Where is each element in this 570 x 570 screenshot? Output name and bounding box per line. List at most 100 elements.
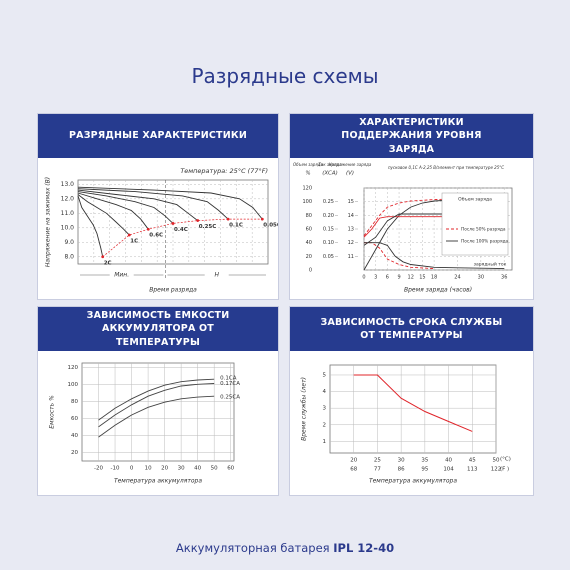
- y-tick-label: 10.0: [61, 224, 75, 231]
- y-tick-label: 13: [348, 227, 354, 233]
- segment-label-bg: [109, 271, 134, 279]
- y-tick-label: 5: [323, 372, 327, 378]
- y-axis-label: Напряжение на зажимах (В): [45, 177, 52, 267]
- legend-label: После 100% разряда: [461, 239, 509, 245]
- series-label: 2C: [104, 260, 112, 266]
- x-tick-label: 12: [408, 275, 414, 281]
- series-line: [363, 216, 505, 238]
- panel: ХАРАКТЕРИСТИКИ ПОДДЕРЖАНИЯ УРОВНЯ ЗАРЯДА…: [289, 113, 534, 300]
- series-line: [98, 378, 215, 421]
- y-tick-label: 2: [323, 422, 327, 428]
- y-tick-label: 100: [302, 199, 312, 205]
- end-point: [171, 222, 175, 225]
- y-tick-label: 0: [309, 268, 312, 274]
- panel: ЗАВИСИМОСТЬ СРОКА СЛУЖБЫ ОТ ТЕМПЕРАТУРЫ …: [289, 306, 534, 496]
- y-tick-label: 12: [348, 240, 354, 246]
- y-tick-label: 11.0: [61, 210, 75, 217]
- y-tick-label: 0.20: [323, 213, 334, 219]
- x-tick-label: 20: [161, 466, 168, 472]
- y-tick-label: 13.0: [61, 181, 75, 188]
- panel-title: ХАРАКТЕРИСТИКИ ПОДДЕРЖАНИЯ УРОВНЯ ЗАРЯДА: [290, 114, 533, 158]
- y-tick-label: 12.0: [61, 195, 75, 202]
- y-tick-label: 120: [68, 365, 79, 371]
- x-tick-label: 36: [501, 275, 507, 281]
- y-tick-label: 9.0: [64, 239, 74, 246]
- footer-model: IPL 12-40: [333, 541, 395, 555]
- y-tick-label: 14: [348, 213, 354, 219]
- y-axis-label: Время службы (лет): [301, 377, 308, 441]
- y-tick-label: 3: [323, 406, 327, 412]
- y-tick-label: 0.25: [323, 199, 334, 205]
- series-line: [77, 195, 104, 257]
- series-line: [77, 191, 174, 224]
- x-axis-label: Время разряда: [149, 287, 197, 294]
- segment-label-bg: [204, 271, 229, 279]
- x-tick-label: 24: [454, 275, 460, 281]
- y-tick-label: 15: [348, 199, 354, 205]
- x-tick-label: 50: [493, 458, 500, 464]
- series-label: 0.1CA: [220, 376, 237, 382]
- panel: ЗАВИСИМОСТЬ ЕМКОСТИ АККУМУЛЯТОРА ОТ ТЕМП…: [37, 306, 279, 496]
- series-line: [363, 213, 505, 246]
- series-line: [353, 374, 473, 432]
- y-tick-label: 60: [71, 416, 78, 422]
- x-tick-label: 30: [478, 275, 484, 281]
- series-line: [98, 395, 215, 438]
- x-tick-label: 15: [419, 275, 425, 281]
- y-axis-label: Емкость %: [49, 395, 56, 429]
- x2-tick-label: 122: [491, 467, 502, 473]
- x2-unit: (F ): [500, 467, 509, 473]
- annotation: Температура: 25°C (77°F): [180, 167, 268, 175]
- axis-unit: (V): [346, 171, 354, 177]
- series-line: [77, 188, 229, 220]
- y-tick-label: 0.10: [323, 240, 334, 246]
- x-tick-label: 0: [130, 466, 134, 472]
- series-line: [77, 194, 130, 236]
- series-line: [77, 189, 198, 221]
- x-tick-label: 60: [227, 466, 234, 472]
- x-tick-label: 6: [386, 275, 389, 281]
- x-tick-label: 40: [194, 466, 201, 472]
- end-point: [196, 219, 200, 222]
- legend-title: Объем заряда: [458, 197, 492, 203]
- annotation: пусковое 0,1С А-2,25 В/элемент при темпе…: [388, 165, 504, 170]
- axis-header: Ток заряда: [318, 162, 342, 167]
- series-line: [77, 186, 263, 220]
- axis-header: Напряжение заряда: [329, 162, 372, 167]
- panel: РАЗРЯДНЫЕ ХАРАКТЕРИСТИКИ 8.0 9.0 10.0 11.0 1…: [37, 113, 279, 300]
- page-title: Разрядные схемы: [191, 64, 379, 88]
- series-label: 1C: [130, 239, 138, 245]
- series-label: 0.6C: [149, 233, 163, 239]
- x-axis-label: Температура аккумулятора: [114, 478, 202, 485]
- x-axis-label: Время заряда (часов): [404, 287, 472, 294]
- y-tick-label: 120: [302, 186, 312, 192]
- series-label: 0.1C: [229, 223, 243, 229]
- y-tick-label: 60: [306, 227, 312, 233]
- series-label: 0.4C: [174, 227, 188, 233]
- x-tick-label: -20: [94, 466, 103, 472]
- y-tick-label: 20: [71, 450, 78, 456]
- y-tick-label: 40: [306, 240, 312, 246]
- x-tick-label: 45: [469, 458, 476, 464]
- y-tick-label: 1: [323, 439, 327, 445]
- series-line: [77, 192, 149, 230]
- annotation: зарядный ток: [474, 261, 507, 268]
- series-line: [98, 383, 215, 428]
- x-unit: (°C): [500, 457, 511, 463]
- series-label: 0.25CA: [220, 395, 240, 401]
- y-tick-label: 80: [71, 399, 78, 405]
- x-tick-label: 10: [145, 466, 152, 472]
- panel-title: РАЗРЯДНЫЕ ХАРАКТЕРИСТИКИ: [38, 114, 278, 158]
- legend-label: После 50% разряда: [461, 227, 506, 233]
- x-tick-label: 30: [178, 466, 185, 472]
- y-tick-label: 8.0: [64, 253, 74, 260]
- plot-area: [329, 364, 497, 454]
- x-tick-label: 35: [421, 458, 428, 464]
- x2-tick-label: 86: [398, 467, 405, 473]
- x2-tick-label: 95: [421, 467, 428, 473]
- axis-header: Объем заряда: [293, 162, 323, 167]
- x-axis-label: Температура аккумулятора: [369, 478, 457, 485]
- y-tick-label: 11: [348, 254, 354, 260]
